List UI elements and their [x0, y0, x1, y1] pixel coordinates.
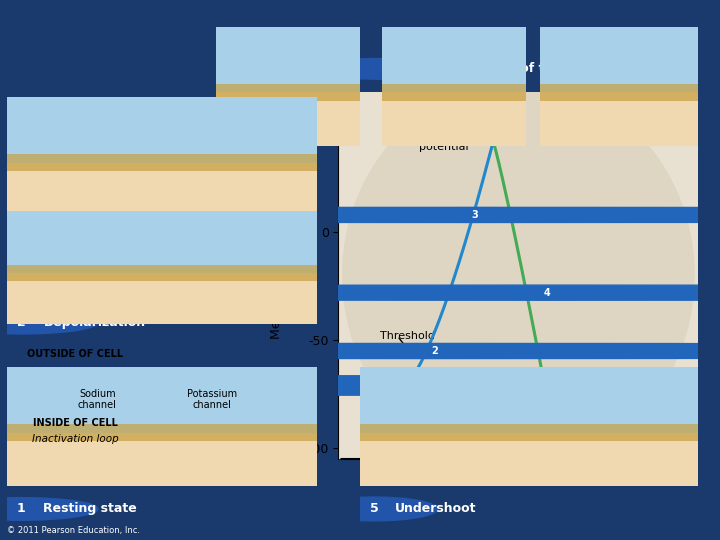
Bar: [216, 27, 360, 92]
Bar: [382, 92, 526, 146]
Text: 2: 2: [17, 316, 26, 329]
Text: Inactivation loop: Inactivation loop: [32, 434, 119, 444]
Text: Undershoot: Undershoot: [395, 502, 477, 516]
Circle shape: [0, 207, 720, 222]
Text: © 2011 Pearson Education, Inc.: © 2011 Pearson Education, Inc.: [7, 526, 140, 535]
Bar: [7, 163, 317, 216]
Circle shape: [277, 58, 504, 79]
Text: Falling phase of the action potential: Falling phase of the action potential: [423, 62, 677, 76]
Bar: [7, 265, 317, 281]
Circle shape: [0, 376, 720, 391]
Text: 4: 4: [544, 288, 550, 298]
Text: 5: 5: [575, 383, 582, 393]
Text: Depolarization: Depolarization: [43, 316, 145, 329]
Text: OUTSIDE OF CELL: OUTSIDE OF CELL: [27, 349, 123, 359]
Text: 5: 5: [370, 502, 379, 516]
Bar: [540, 27, 698, 92]
Text: 3: 3: [19, 213, 27, 227]
Bar: [360, 424, 698, 441]
Bar: [7, 273, 317, 324]
Circle shape: [0, 380, 720, 395]
Text: 1: 1: [17, 502, 26, 516]
Text: Key: Key: [311, 36, 337, 49]
Circle shape: [0, 210, 131, 231]
Bar: [7, 211, 317, 273]
Text: 1: 1: [375, 379, 382, 388]
Circle shape: [0, 312, 98, 334]
Bar: [7, 424, 317, 441]
Circle shape: [0, 343, 720, 359]
Bar: [360, 433, 698, 486]
Text: 2: 2: [431, 346, 438, 356]
Text: Rising phase of the action potential: Rising phase of the action potential: [54, 213, 305, 227]
Bar: [7, 367, 317, 433]
Bar: [216, 84, 360, 100]
Bar: [382, 84, 526, 100]
Circle shape: [0, 376, 720, 391]
Bar: [540, 92, 698, 146]
Text: Action
potential: Action potential: [419, 131, 490, 152]
Ellipse shape: [342, 83, 695, 468]
Bar: [360, 367, 698, 433]
Bar: [7, 154, 317, 171]
Text: 1: 1: [662, 379, 668, 388]
Text: Resting potential: Resting potential: [463, 417, 557, 427]
Y-axis label: Membrane potential
(mV): Membrane potential (mV): [269, 212, 297, 339]
Bar: [216, 92, 360, 146]
Text: Sodium
channel: Sodium channel: [78, 389, 117, 410]
Circle shape: [0, 285, 720, 300]
Bar: [7, 97, 317, 163]
Bar: [7, 433, 317, 486]
Text: Potassium
channel: Potassium channel: [187, 389, 238, 410]
Circle shape: [311, 497, 438, 521]
Polygon shape: [310, 79, 321, 88]
Text: K⁺: K⁺: [333, 77, 347, 90]
Circle shape: [0, 498, 98, 520]
Circle shape: [305, 58, 325, 71]
Bar: [382, 27, 526, 92]
Text: Resting state: Resting state: [43, 502, 138, 516]
Bar: [540, 84, 698, 100]
Text: 4: 4: [386, 62, 395, 76]
Text: Threshold: Threshold: [380, 331, 436, 341]
Text: 3: 3: [472, 210, 478, 220]
Text: INSIDE OF CELL: INSIDE OF CELL: [33, 417, 118, 428]
Text: Na⁺: Na⁺: [333, 58, 356, 71]
